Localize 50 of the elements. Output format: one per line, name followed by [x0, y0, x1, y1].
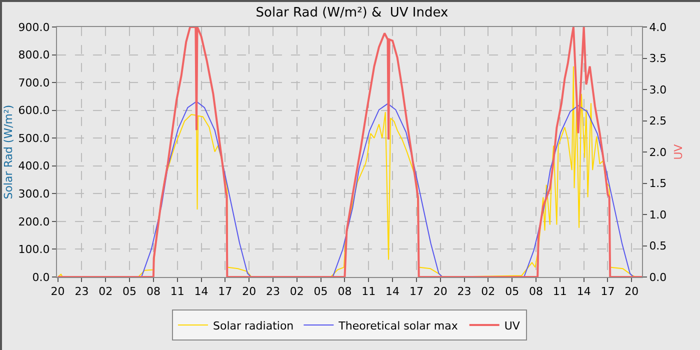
x-tick-label: 23: [457, 285, 472, 298]
y-tick-label: 200.0: [18, 215, 50, 228]
y2-tick-label: 1.0: [649, 208, 667, 222]
y-tick-label: 0.0: [32, 270, 50, 284]
x-tick-label: 08: [529, 285, 543, 298]
legend-label: Solar radiation: [213, 319, 294, 332]
x-tick-label: 02: [98, 285, 113, 298]
y-tick-label: 500.0: [18, 132, 50, 145]
y2-tick-label: 2.0: [649, 146, 667, 159]
y2-tick-label: 3.0: [649, 83, 667, 96]
x-tick-label: 17: [218, 285, 232, 298]
y-tick-label: 800.0: [18, 48, 50, 62]
x-tick-label: 14: [576, 285, 591, 298]
x-tick-label: 14: [194, 285, 208, 298]
chart-title: Solar Rad (W/m²) & UV Index: [256, 5, 449, 20]
y2-axis-title: UV: [672, 144, 685, 160]
x-tick-label: 14: [386, 285, 400, 298]
y-tick-label: 900.0: [18, 20, 50, 34]
x-tick-label: 08: [338, 285, 352, 298]
x-tick-label: 02: [290, 285, 304, 298]
x-tick-label: 05: [314, 285, 328, 298]
x-tick-label: 05: [122, 285, 137, 298]
y-tick-label: 100.0: [18, 243, 50, 256]
y-tick-label: 300.0: [18, 188, 50, 201]
x-tick-label: 05: [505, 285, 520, 298]
y2-tick-label: 0.0: [649, 270, 667, 284]
x-tick-label: 20: [50, 285, 65, 298]
legend-label: Theoretical solar max: [338, 319, 458, 332]
x-tick-label: 20: [624, 285, 639, 298]
y2-tick-label: 0.5: [649, 240, 667, 253]
x-tick-label: 23: [74, 285, 89, 298]
y-tick-label: 600.0: [18, 104, 50, 118]
x-tick-label: 20: [433, 285, 448, 298]
x-tick-label: 20: [242, 285, 256, 298]
legend-label: UV: [504, 319, 520, 332]
y-tick-label: 400.0: [18, 160, 50, 173]
x-tick-label: 17: [409, 285, 424, 298]
x-tick-label: 02: [481, 285, 496, 298]
y2-tick-label: 3.5: [649, 52, 667, 66]
x-tick-label: 11: [362, 285, 376, 298]
y2-tick-label: 2.5: [649, 114, 667, 128]
x-tick-label: 11: [170, 285, 184, 298]
x-tick-label: 11: [552, 285, 567, 298]
x-tick-label: 17: [600, 285, 615, 298]
x-tick-label: 23: [266, 285, 280, 298]
y-axis-title: Solar Rad (W/m²): [2, 104, 15, 200]
x-tick-label: 08: [146, 285, 160, 298]
y2-tick-label: 1.5: [649, 177, 667, 190]
y-tick-label: 700.0: [18, 76, 50, 90]
y2-tick-label: 4.0: [649, 20, 667, 34]
